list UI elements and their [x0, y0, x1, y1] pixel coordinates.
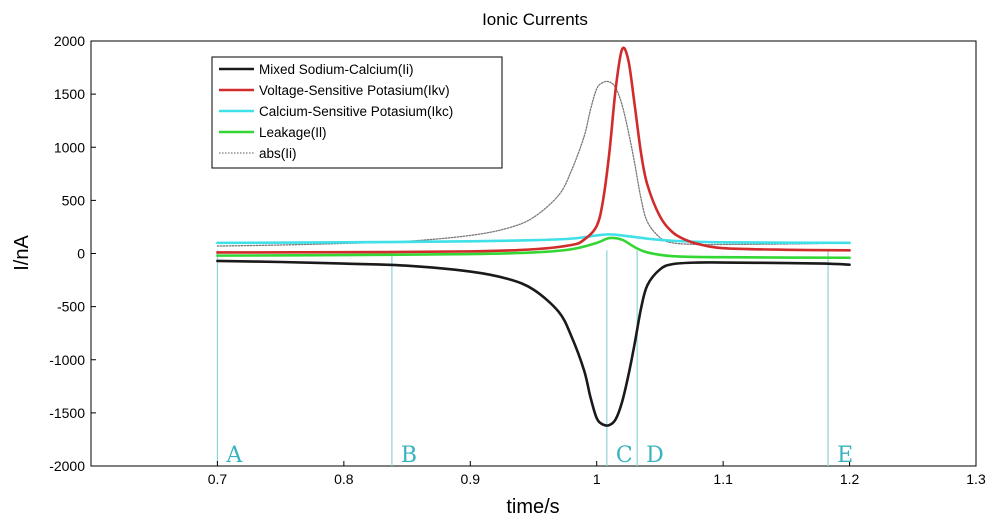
x-tick-label: 0.8	[334, 471, 354, 487]
y-tick-label: 0	[77, 246, 85, 262]
y-tick-label: 2000	[54, 33, 85, 49]
legend-box	[211, 56, 503, 169]
chart-title: Ionic Currents	[482, 10, 588, 29]
y-tick-label: 500	[62, 192, 86, 208]
axis-ticks: 0.7 0.8 0.9 1 1.1 1.2 1.3 2000 1500 1000 500 0 -500 -…	[49, 33, 986, 487]
y-tick-label: 1500	[54, 86, 85, 102]
marker-label-a: A	[225, 443, 243, 468]
marker-lines	[216, 250, 829, 466]
y-tick-label: -1000	[49, 352, 85, 368]
series-line-3	[216, 236, 851, 260]
legend-label: Mixed Sodium-Calcium(Ii)	[259, 62, 414, 77]
legend-label: Voltage-Sensitive Potasium(Ikv)	[259, 83, 450, 98]
legend: Mixed Sodium-Calcium(Ii) Voltage-Sensitiv…	[211, 56, 503, 169]
series-line-0	[216, 259, 851, 427]
marker-label-e: E	[837, 443, 853, 468]
legend-label: Calcium-Sensitive Potasium(Ikc)	[259, 104, 453, 119]
x-tick-label: 1	[593, 471, 601, 487]
series-lines	[216, 46, 851, 427]
x-tick-label: 1.3	[966, 471, 986, 487]
x-axis-label: time/s	[506, 496, 559, 518]
legend-label: Leakage(Il)	[259, 125, 327, 140]
y-tick-label: -2000	[49, 458, 85, 474]
marker-label-d: D	[646, 443, 664, 468]
x-tick-label: 1.2	[840, 471, 860, 487]
y-tick-label: 1000	[54, 139, 85, 155]
legend-label: abs(Ii)	[259, 146, 297, 161]
y-tick-label: -500	[57, 299, 85, 315]
series-line-1	[216, 46, 851, 254]
x-tick-label: 1.1	[713, 471, 733, 487]
y-axis-label: I/nA	[11, 235, 33, 271]
marker-label-b: B	[401, 443, 417, 468]
x-tick-label: 0.7	[208, 471, 228, 487]
marker-label-c: C	[616, 443, 633, 468]
series-line-4	[216, 80, 851, 247]
x-tick-label: 0.9	[461, 471, 481, 487]
series-line-2	[216, 233, 851, 245]
y-tick-label: -1500	[49, 405, 85, 421]
